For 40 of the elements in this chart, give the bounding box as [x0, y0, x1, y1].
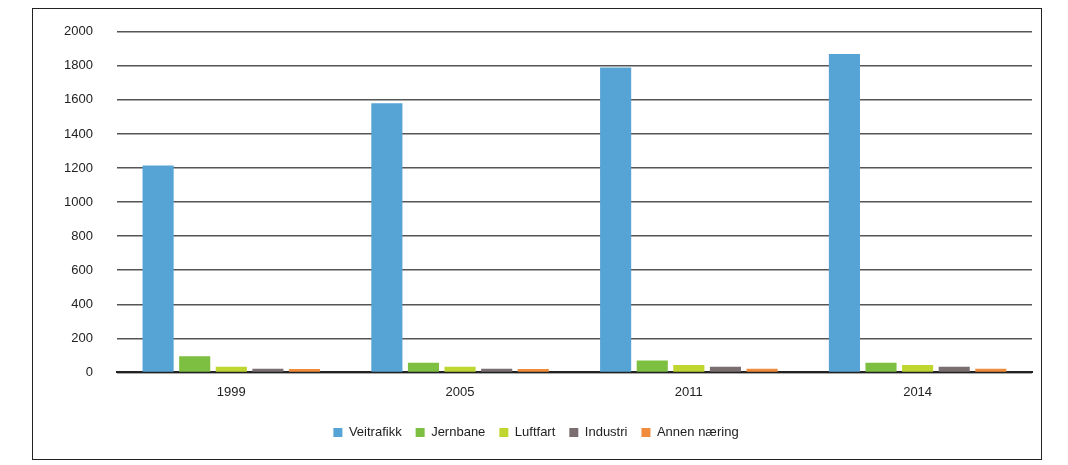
y-tick-label: 400: [71, 295, 93, 311]
x-tick-label: 2011: [674, 383, 703, 399]
y-tick-label: 1200: [64, 159, 93, 175]
y-tick-label: 1000: [64, 193, 93, 209]
bar: [517, 368, 549, 372]
legend-label: Jernbane: [431, 424, 486, 440]
y-tick-label: 0: [85, 363, 93, 379]
y-tick-label: 1800: [64, 57, 93, 73]
bar: [673, 364, 705, 372]
x-tick-label: 2014: [903, 383, 933, 399]
bar: [371, 103, 403, 372]
bar: [746, 368, 778, 372]
bar: [902, 364, 934, 372]
legend-label: Luftfart: [514, 424, 556, 440]
y-tick-label: 800: [71, 227, 93, 243]
y-tick-label: 1600: [64, 91, 93, 107]
y-tick-label: 200: [71, 329, 93, 345]
bar: [975, 368, 1007, 372]
y-tick-label: 600: [71, 261, 93, 277]
bar: [600, 67, 632, 372]
legend-label: Industri: [584, 424, 628, 440]
bar: [288, 368, 321, 372]
bar: [865, 362, 897, 372]
bar: [709, 366, 742, 372]
y-tick-label: 2000: [64, 23, 93, 39]
bar: [938, 366, 970, 372]
legend-label: Veitrafikk: [348, 424, 403, 440]
bar: [828, 53, 860, 372]
x-tick-label: 2005: [445, 383, 475, 399]
bar: [252, 368, 284, 372]
bar: [481, 368, 513, 372]
x-tick-label: 1999: [216, 383, 246, 399]
y-tick-label: 1400: [64, 125, 93, 141]
bar: [215, 366, 247, 372]
legend-label: Annen næring: [656, 424, 739, 440]
bar: [444, 366, 476, 372]
bar: [179, 356, 211, 372]
bar: [407, 362, 440, 372]
bar: [636, 360, 668, 372]
bar: [142, 165, 174, 372]
